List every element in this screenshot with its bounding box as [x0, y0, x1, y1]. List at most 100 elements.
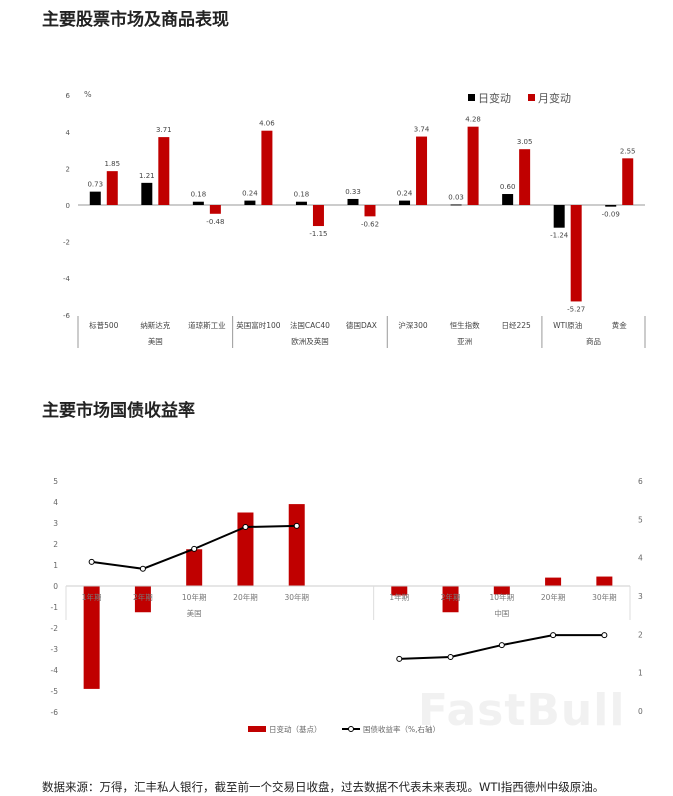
category-label: 恒生指数 — [450, 320, 480, 330]
data-label: 4.28 — [465, 116, 481, 124]
group-label: 中国 — [494, 608, 509, 618]
legend-label: 日变动 — [478, 91, 511, 105]
category-label: 日经225 — [501, 320, 531, 330]
category-label: WTI原油 — [553, 320, 582, 330]
y2-tick-label: 1 — [638, 669, 643, 678]
category-label: 2年期 — [441, 592, 461, 602]
data-label: 0.18 — [294, 191, 310, 199]
data-label: 0.24 — [242, 190, 258, 198]
bar-daily-change — [237, 512, 254, 586]
y-tick-label: 0 — [53, 582, 58, 591]
bar-daily — [347, 198, 359, 205]
y-tick-label: -2 — [51, 624, 59, 633]
data-label: 1.85 — [104, 160, 120, 168]
data-label: 3.74 — [414, 126, 430, 134]
yield-point — [550, 632, 557, 639]
category-label: 1年期 — [389, 592, 409, 602]
bar-monthly — [209, 205, 221, 214]
y2-tick-label: 5 — [638, 515, 643, 524]
y-tick-label: 0 — [66, 202, 70, 210]
data-label: -0.62 — [361, 220, 379, 228]
source-note: 数据来源：万得，汇丰私人银行，截至前一个交易日收盘，过去数据不代表未来表现。WT… — [42, 780, 605, 794]
y-tick-label: 6 — [66, 92, 71, 100]
y-tick-label: 2 — [53, 540, 58, 549]
bar-daily — [192, 201, 204, 205]
group-label: 亚洲 — [457, 337, 472, 346]
bar-monthly — [261, 130, 273, 205]
bar-daily-change — [442, 586, 459, 613]
yield-point — [396, 655, 403, 662]
category-label: 20年期 — [541, 592, 566, 602]
bar-daily — [295, 201, 307, 205]
category-label: 标普500 — [89, 320, 119, 330]
yield-point — [139, 565, 146, 572]
bar-daily-change — [545, 577, 562, 586]
y-tick-label: -6 — [63, 312, 71, 320]
bar-daily-change — [596, 576, 613, 586]
data-label: 0.03 — [448, 193, 464, 201]
data-label: 1.21 — [139, 172, 155, 180]
watermark: FastBull — [418, 685, 626, 736]
yield-point — [191, 545, 198, 552]
group-label: 商品 — [586, 336, 601, 346]
data-label: 0.18 — [191, 191, 207, 199]
y2-tick-label: 4 — [638, 554, 643, 563]
bar-daily-change — [493, 586, 510, 595]
bar-daily — [450, 204, 462, 206]
category-label: 30年期 — [592, 592, 617, 602]
bar-daily — [553, 205, 565, 228]
bar-daily — [244, 200, 256, 205]
bar-daily — [399, 200, 411, 205]
category-label: 德国DAX — [346, 320, 377, 330]
y-tick-label: -2 — [63, 239, 70, 247]
data-label: 0.73 — [87, 181, 103, 189]
bar-monthly — [570, 205, 582, 302]
legend-swatch-marker — [348, 726, 354, 732]
category-label: 沪深300 — [398, 320, 428, 330]
chart2-title: 主要市场国债收益率 — [42, 401, 195, 421]
legend-label: 日变动（基点） — [269, 724, 322, 734]
legend-label: 月变动 — [538, 91, 571, 105]
y-tick-label: -1 — [51, 603, 59, 612]
bar-daily-change — [391, 586, 408, 596]
bar-daily — [605, 205, 617, 207]
chart1-title: 主要股票市场及商品表现 — [42, 10, 229, 30]
y2-tick-label: 3 — [638, 592, 643, 601]
data-label: 3.71 — [156, 126, 172, 134]
y-tick-label: 2 — [66, 165, 70, 173]
bar-monthly — [467, 126, 479, 205]
category-label: 2年期 — [133, 592, 153, 602]
bar-daily — [141, 182, 153, 205]
y-tick-label: -4 — [63, 275, 71, 283]
data-label: 2.55 — [620, 147, 636, 155]
bar-monthly — [519, 149, 531, 205]
yield-point — [88, 558, 95, 565]
bar-daily-change — [83, 586, 100, 689]
category-label: 20年期 — [233, 592, 258, 602]
group-label: 欧洲及英国 — [291, 336, 329, 346]
y-tick-label: -3 — [51, 645, 59, 654]
category-label: 10年期 — [182, 592, 207, 602]
y-tick-label: 3 — [53, 519, 58, 528]
legend-swatch — [528, 94, 535, 101]
y2-tick-label: 2 — [638, 630, 643, 639]
y-tick-label: 1 — [53, 561, 58, 570]
category-label: 英国富时100 — [236, 320, 281, 330]
bond-yield-chart: -6 -5 -4 -3 -2 -1 0 1 2 3 4 5 0 1 2 3 4 5 6 1年期 2年期 10年期 20年期 3… — [51, 477, 643, 734]
bar-daily — [502, 194, 514, 205]
data-label: -5.27 — [567, 305, 585, 313]
legend-label: 国债收益率（%,右轴） — [363, 724, 440, 734]
category-label: 黄金 — [612, 320, 627, 330]
yield-point — [498, 642, 505, 649]
bar-monthly — [364, 205, 376, 217]
data-label: 0.60 — [500, 183, 516, 191]
bar-monthly — [416, 136, 428, 205]
data-label: -1.24 — [550, 232, 569, 240]
data-label: -1.15 — [309, 230, 327, 238]
bar-daily — [89, 191, 101, 205]
y2-tick-label: 0 — [638, 707, 643, 716]
category-label: 1年期 — [82, 592, 102, 602]
y-tick-label: 4 — [53, 498, 58, 507]
bar-daily-change — [288, 504, 305, 586]
